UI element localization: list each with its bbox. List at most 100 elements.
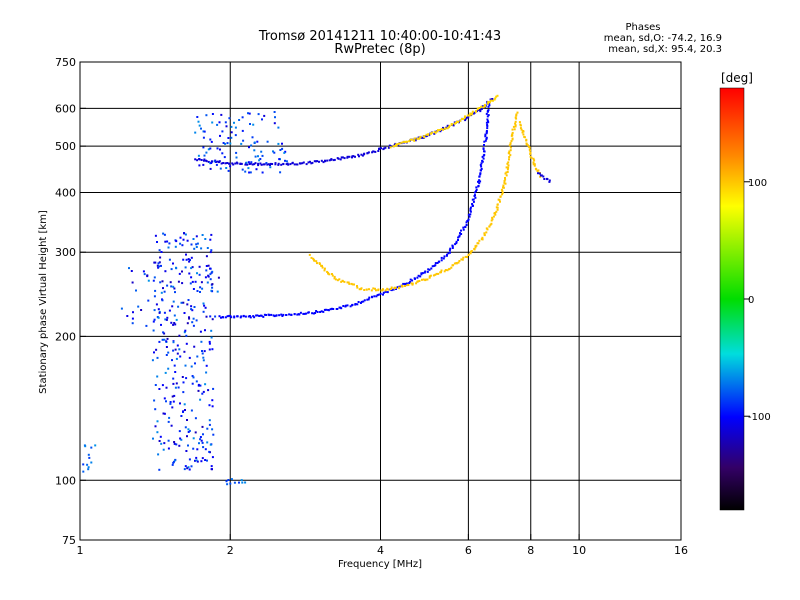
trace-point xyxy=(326,159,329,162)
trace-point xyxy=(394,286,397,289)
trace-point xyxy=(508,156,511,158)
scatter-point xyxy=(197,120,200,123)
trace-point xyxy=(348,282,351,285)
trace-point xyxy=(486,115,489,118)
trace-point xyxy=(478,175,481,178)
trace-point xyxy=(318,263,321,265)
trace-point xyxy=(478,109,480,111)
scatter-point xyxy=(157,266,160,269)
trace-point xyxy=(469,112,472,115)
scatter-point xyxy=(241,168,244,171)
trace-point xyxy=(424,270,427,273)
scatter-point xyxy=(229,142,232,145)
trace-point xyxy=(310,162,313,165)
trace-point xyxy=(490,99,493,102)
scatter-point xyxy=(156,264,159,267)
trace-point xyxy=(529,149,532,152)
scatter-point xyxy=(165,318,168,321)
scatter-point xyxy=(164,318,167,321)
scatter-point xyxy=(180,438,183,441)
scatter-point xyxy=(87,466,90,469)
trace-point xyxy=(483,153,486,156)
scatter-point xyxy=(198,265,201,268)
colorbar-tick-label: 0 xyxy=(748,295,754,306)
trace-point xyxy=(377,293,380,296)
trace-point xyxy=(368,288,370,291)
trace-point xyxy=(467,218,470,221)
trace-point xyxy=(536,170,539,172)
trace-point xyxy=(273,315,276,318)
scatter-point xyxy=(193,247,196,250)
trace-point xyxy=(494,97,497,100)
trace-point xyxy=(281,315,284,317)
scatter-point xyxy=(261,171,264,174)
scatter-point xyxy=(151,359,154,362)
scatter-point xyxy=(221,130,224,133)
trace-point xyxy=(430,267,433,270)
trace-point xyxy=(485,132,488,135)
trace-point xyxy=(226,315,229,318)
scatter-point xyxy=(234,126,237,129)
trace-point xyxy=(529,153,532,155)
trace-point xyxy=(194,158,197,161)
trace-point xyxy=(514,122,517,125)
scatter-point xyxy=(227,479,230,481)
scatter-point xyxy=(184,426,187,429)
trace-point xyxy=(509,154,512,157)
scatter-point xyxy=(187,466,190,469)
scatter-point xyxy=(226,142,229,145)
trace-point xyxy=(242,315,245,318)
trace-point xyxy=(248,163,251,165)
colorbar-ticks: 100 0 -100 xyxy=(744,178,771,423)
trace-point xyxy=(428,268,431,271)
scatter-point xyxy=(153,276,156,279)
trace-point xyxy=(231,162,234,165)
scatter-point xyxy=(199,398,202,401)
trace-point xyxy=(483,150,485,153)
trace-point xyxy=(501,193,504,196)
scatter-point xyxy=(195,319,198,322)
scatter-point xyxy=(211,318,214,321)
trace-point xyxy=(372,287,375,290)
scatter-point xyxy=(210,465,213,468)
trace-point xyxy=(390,289,393,292)
trace-point xyxy=(328,159,331,162)
trace-point xyxy=(510,140,513,143)
trace-point xyxy=(506,171,509,173)
scatter-point xyxy=(155,303,158,306)
x-tick-label: 6 xyxy=(465,544,472,557)
trace-point xyxy=(466,256,468,258)
chart-title: Tromsø 20141211 10:40:00-10:41:43 xyxy=(258,29,501,44)
trace-point xyxy=(471,110,474,113)
scatter-point xyxy=(188,317,191,320)
scatter-point xyxy=(82,463,85,466)
scatter-point xyxy=(238,119,241,121)
scatter-point xyxy=(166,316,169,319)
trace-point xyxy=(492,215,495,218)
trace-point xyxy=(413,137,416,140)
scatter-point xyxy=(163,233,166,236)
y-tick-label: 75 xyxy=(62,534,76,547)
trace-point xyxy=(485,130,488,132)
scatter-point xyxy=(181,376,184,378)
trace-point xyxy=(488,225,491,228)
scatter-point xyxy=(158,265,160,268)
scatter-point xyxy=(147,279,150,282)
trace-point xyxy=(427,133,430,136)
trace-point xyxy=(454,243,457,246)
trace-point xyxy=(271,163,274,165)
trace-point xyxy=(533,163,536,166)
trace-point xyxy=(479,180,482,183)
scatter-point xyxy=(230,131,233,134)
scatter-point xyxy=(201,457,204,460)
trace-point xyxy=(351,283,354,286)
trace-point xyxy=(472,198,475,201)
scatter-point xyxy=(266,140,269,143)
scatter-point xyxy=(278,158,281,161)
trace-point xyxy=(467,116,470,119)
trace-point xyxy=(400,141,403,144)
trace-point xyxy=(260,163,263,166)
scatter-point xyxy=(156,375,159,378)
trace-point xyxy=(285,314,288,316)
scatter-point xyxy=(140,309,143,311)
